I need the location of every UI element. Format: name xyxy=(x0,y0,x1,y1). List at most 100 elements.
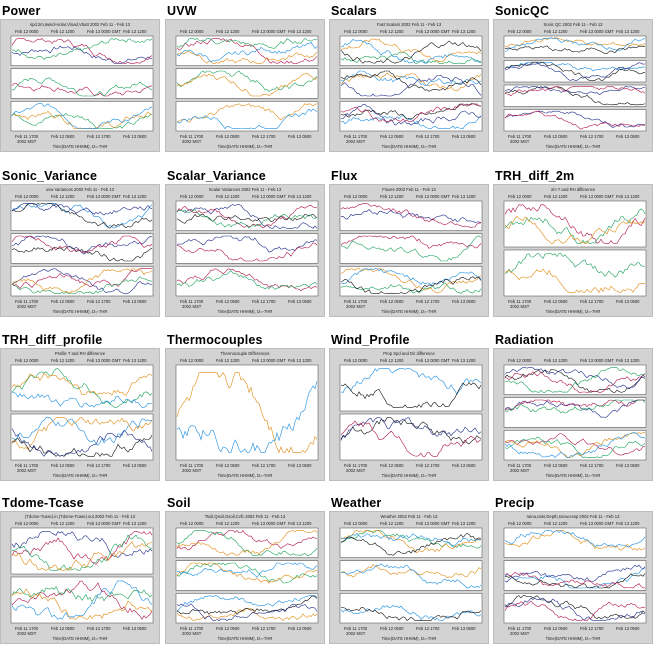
plot-title[interactable]: Tdome-Tcase xyxy=(2,496,84,510)
series-line xyxy=(504,62,646,81)
axis-top-label: Feb 13 0000 GMT xyxy=(87,29,121,34)
plot-cell-scalar-variance: Scalar_Variance Scalar Variances 2002 Feb… xyxy=(165,169,325,331)
series-line xyxy=(176,562,318,578)
plot-thumbnail-flux[interactable]: Fluxes 2002 Feb 11 - Feb 13 Feb 12 0000 Fe… xyxy=(329,184,489,317)
plot-title[interactable]: Precip xyxy=(495,496,535,510)
plot-subtitle: Tsoil,Qsoil,Gsoil,Cvfc 2002 Feb 11 - Feb… xyxy=(205,514,286,519)
plot-title[interactable]: Thermocouples xyxy=(167,333,263,347)
axis-bottom-label: Feb 12 1700 xyxy=(87,626,111,631)
series-line xyxy=(11,37,153,64)
plot-thumbnail-soil[interactable]: Tsoil,Qsoil,Gsoil,Cvfc 2002 Feb 11 - Feb… xyxy=(165,511,325,644)
axis-caption: Time(DATE HHMM), tz=-7HR xyxy=(53,144,108,149)
plot-thumbnail-uvw[interactable]: Feb 12 0000 Feb 12 1200 Feb 13 0000 GMT Feb… xyxy=(165,19,325,152)
plot-title[interactable]: Flux xyxy=(331,169,358,183)
axis-caption: Time(DATE HHMM), tz=-7HR xyxy=(218,636,273,641)
series-line xyxy=(11,103,153,129)
plot-panel xyxy=(339,560,483,591)
plot-image: (Tdome-Tcase).in,(Tdome-Tcase).out 2002 … xyxy=(10,514,154,641)
axis-bottom-label: Feb 12 1700 xyxy=(87,463,111,468)
series-line xyxy=(176,205,318,229)
axis-bottom-label: Feb 13 0500 xyxy=(452,134,476,139)
plot-thumbnail-tdome-tcase[interactable]: (Tdome-Tcase).in,(Tdome-Tcase).out 2002 … xyxy=(0,511,160,644)
plot-panel xyxy=(175,364,319,461)
axis-bottom-label: Feb 12 1700 xyxy=(416,463,440,468)
plot-thumbnail-radiation[interactable]: Feb 12 0000 Feb 12 1200 Feb 13 0000 GMT Feb… xyxy=(493,348,653,481)
series-line xyxy=(504,215,646,244)
series-line xyxy=(504,436,646,458)
series-line xyxy=(504,600,646,621)
plot-thumbnail-wind-profile[interactable]: Prop Spd and Dir difference Feb 12 0000 Fe… xyxy=(329,348,489,481)
axis-top-label: Feb 12 1200 xyxy=(216,521,240,526)
plot-title[interactable]: SonicQC xyxy=(495,4,550,18)
axis-caption: Time(DATE HHMM), tz=-7HR xyxy=(546,144,601,149)
plot-title[interactable]: Wind_Profile xyxy=(331,333,410,347)
plot-title[interactable]: Scalars xyxy=(331,4,377,18)
plot-thumbnail-scalar-variance[interactable]: Scalar Variances 2002 Feb 11 - Feb 13 Feb… xyxy=(165,184,325,317)
axis-top-label: Feb 12 1200 xyxy=(51,358,75,363)
series-line xyxy=(11,203,153,229)
axis-bottom-label: Feb 11 1700 xyxy=(508,134,532,139)
plot-thumbnail-power[interactable]: spd.2m,twind+solar,Vload,Vbatt 2002 Feb … xyxy=(0,19,160,152)
axis-top-label: Feb 12 0000 xyxy=(508,358,532,363)
plot-title[interactable]: Scalar_Variance xyxy=(167,169,266,183)
plot-panel xyxy=(10,266,154,297)
plot-title[interactable]: Radiation xyxy=(495,333,554,347)
axis-top-label: Feb 12 1200 xyxy=(380,194,404,199)
axis-bottom-label: Feb 12 1700 xyxy=(580,299,604,304)
series-line xyxy=(11,428,153,457)
plot-thumbnail-weather[interactable]: Weather 2002 Feb 11 - Feb 13 Feb 12 0000 F… xyxy=(329,511,489,644)
axis-top-label: Feb 13 1200 xyxy=(123,521,147,526)
axis-bottom-label: Feb 13 0500 xyxy=(288,626,312,631)
plot-thumbnail-thermocouples[interactable]: Thermocouple Differences Feb 12 0000 Feb 1… xyxy=(165,348,325,481)
series-line xyxy=(340,40,482,64)
plot-thumbnail-sonic-variance[interactable]: uvw Variances 2002 Feb 11 - Feb 13 Feb 12… xyxy=(0,184,160,317)
plot-thumbnail-trh-diff-profile[interactable]: Profile T and RH difference Feb 12 0000 Fe… xyxy=(0,348,160,481)
plot-image: 2m T and RH difference Feb 12 0000 Feb 12 … xyxy=(503,187,647,314)
series-line xyxy=(340,530,482,549)
axis-bottom-label: Feb 12 1700 xyxy=(416,299,440,304)
plot-title[interactable]: Soil xyxy=(167,496,191,510)
plot-title[interactable]: TRH_diff_2m xyxy=(495,169,575,183)
plot-subtitle: Profile T and RH difference xyxy=(55,351,106,356)
axis-bottom-label: Feb 11 1700 xyxy=(15,463,39,468)
plot-thumbnail-trh-diff-2m[interactable]: 2m T and RH difference Feb 12 0000 Feb 12 … xyxy=(493,184,653,317)
axis-top-label: Feb 12 1200 xyxy=(544,194,568,199)
plot-panel xyxy=(503,560,647,591)
series-line xyxy=(340,417,482,445)
plot-panel xyxy=(503,249,647,297)
series-line xyxy=(340,605,482,621)
plot-subtitle: Fluxes 2002 Feb 11 - Feb 13 xyxy=(382,187,436,192)
plot-thumbnail-sonicqc[interactable]: Sonic QC 2002 Feb 11 - Feb 13 Feb 12 0000… xyxy=(493,19,653,152)
series-line xyxy=(176,209,318,229)
axis-bottom-label: Feb 12 1700 xyxy=(252,626,276,631)
plot-thumbnail-precip[interactable]: raina,rainr,Depth,snow,exsp 2002 Feb 11 … xyxy=(493,511,653,644)
series-line xyxy=(11,203,153,216)
plot-title[interactable]: Weather xyxy=(331,496,382,510)
series-line xyxy=(504,367,646,389)
series-line xyxy=(504,37,646,52)
plot-title[interactable]: Power xyxy=(2,4,41,18)
axis-top-label: Feb 13 1200 xyxy=(123,29,147,34)
series-line xyxy=(340,417,482,441)
axis-top-label: Feb 12 0000 xyxy=(15,521,39,526)
series-line xyxy=(340,563,482,589)
axis-top-label: Feb 13 1200 xyxy=(288,521,312,526)
axis-top-label: Feb 12 1200 xyxy=(380,358,404,363)
plot-thumbnail-scalars[interactable]: Fast Scalars 2002 Feb 11 - Feb 13 Feb 12 … xyxy=(329,19,489,152)
plot-title[interactable]: UVW xyxy=(167,4,197,18)
plot-title[interactable]: TRH_diff_profile xyxy=(2,333,103,347)
series-line xyxy=(176,530,318,556)
series-line xyxy=(340,268,482,286)
axis-bottom-label: Feb 13 0500 xyxy=(452,626,476,631)
axis-bottom-label: Feb 11 1700 xyxy=(180,626,204,631)
axis-year-label: 2002 MST xyxy=(17,468,37,473)
series-line xyxy=(340,104,482,126)
axis-top-label: Feb 12 0000 xyxy=(508,29,532,34)
series-line xyxy=(340,72,482,92)
series-line xyxy=(504,530,646,548)
axis-top-label: Feb 13 1200 xyxy=(288,358,312,363)
series-line xyxy=(11,235,153,254)
plot-title[interactable]: Sonic_Variance xyxy=(2,169,98,183)
axis-top-label: Feb 12 0000 xyxy=(344,521,368,526)
axis-top-label: Feb 13 0000 GMT xyxy=(252,29,286,34)
